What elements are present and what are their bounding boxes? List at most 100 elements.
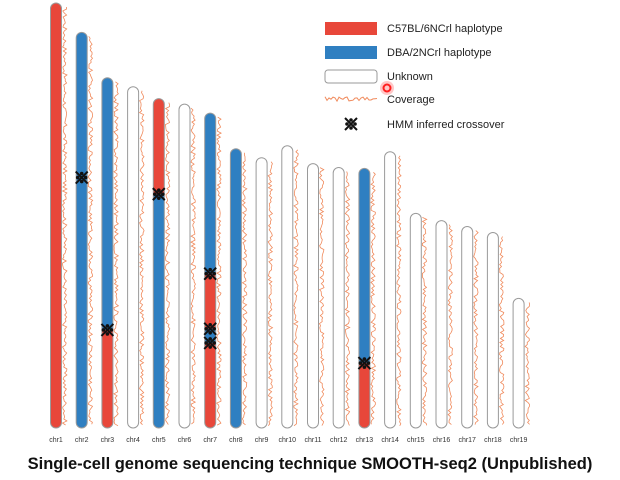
chromosome-outline bbox=[358, 167, 371, 429]
chromosome-outline bbox=[204, 112, 217, 429]
chromosome-outline bbox=[127, 86, 140, 429]
crossover-marker bbox=[357, 356, 372, 371]
chromosome-chr4: chr4 bbox=[126, 86, 145, 444]
legend-item-coverage: Coverage bbox=[324, 94, 435, 106]
chromosome-outline bbox=[307, 163, 319, 429]
legend-item-dba: DBA/2NCrl haplotype bbox=[325, 46, 492, 59]
haplotype-segment-unknown bbox=[487, 232, 499, 428]
chromosome-label: chr4 bbox=[126, 437, 140, 444]
legend-swatch-unknown bbox=[324, 69, 378, 84]
legend-label: Unknown bbox=[387, 71, 433, 83]
legend-label: Coverage bbox=[387, 94, 435, 106]
chromosome-outline bbox=[75, 31, 88, 429]
chromosome-chr3: chr3 bbox=[100, 77, 120, 444]
coverage-trace bbox=[87, 36, 94, 425]
cursor-halo bbox=[380, 81, 394, 95]
chromosome-outline bbox=[409, 212, 422, 429]
chromosome-label: chr5 bbox=[152, 437, 166, 444]
haplotype-segment-unknown bbox=[513, 298, 525, 428]
coverage-trace bbox=[138, 90, 145, 425]
chromosome-label: chr12 bbox=[330, 437, 348, 444]
crossover-marker bbox=[203, 335, 218, 350]
coverage-trace bbox=[498, 236, 505, 425]
chromosome-outline bbox=[229, 148, 242, 429]
cursor-dot bbox=[382, 83, 392, 93]
figure-caption: Single-cell genome sequencing technique … bbox=[27, 455, 593, 473]
chromosome-chr11: chr11 bbox=[305, 163, 325, 444]
legend-swatch-coverage bbox=[324, 96, 378, 103]
haplotype-segment-dba bbox=[76, 32, 88, 428]
legend-label: HMM inferred crossover bbox=[387, 119, 505, 131]
chromosome-outline bbox=[178, 103, 191, 429]
chromosome-outline bbox=[281, 145, 294, 429]
coverage-trace bbox=[61, 6, 68, 426]
chromosome-chr10: chr10 bbox=[279, 145, 299, 444]
haplotype-segment-unknown bbox=[307, 163, 319, 428]
haplotype-segment-unknown bbox=[127, 86, 139, 428]
chromosome-label: chr13 bbox=[356, 437, 374, 444]
chromosome-outline bbox=[512, 297, 525, 429]
chromosome-outline bbox=[255, 157, 268, 429]
haplotype-segment-dba bbox=[230, 148, 242, 428]
coverage-trace bbox=[164, 102, 171, 425]
haplotype-segment-unknown bbox=[384, 151, 396, 428]
crossover-marker bbox=[100, 322, 115, 337]
chromosome-label: chr10 bbox=[279, 437, 297, 444]
chromosome-label: chr6 bbox=[178, 437, 192, 444]
chromosome-label: chr3 bbox=[101, 437, 115, 444]
chromosome-chr13: chr13 bbox=[356, 167, 377, 444]
chromosome-chr6: chr6 bbox=[178, 103, 197, 444]
chromosome-label: chr18 bbox=[484, 437, 502, 444]
legend-swatch-c57 bbox=[325, 22, 377, 35]
haplotype-segment-c57 bbox=[204, 342, 216, 428]
chromosome-chr17: chr17 bbox=[458, 226, 479, 444]
haplotype-segment-unknown bbox=[179, 104, 190, 429]
chromosome-label: chr14 bbox=[381, 437, 399, 444]
legend-item-crossover: HMM inferred crossover bbox=[344, 117, 505, 131]
haplotype-segment-unknown bbox=[333, 167, 345, 428]
coverage-trace bbox=[190, 107, 197, 425]
chromosome-chr12: chr12 bbox=[330, 166, 351, 444]
chromosome-outline bbox=[435, 220, 448, 429]
chromosome-chr18: chr18 bbox=[484, 232, 505, 444]
chromosome-label: chr16 bbox=[433, 437, 451, 444]
haplotype-segment-unknown bbox=[256, 157, 268, 428]
chromosome-outline bbox=[152, 98, 165, 429]
chromosome-chr15: chr15 bbox=[407, 212, 428, 444]
chromosome-label: chr15 bbox=[407, 437, 425, 444]
haplotype-segment-dba bbox=[153, 194, 165, 428]
chromosome-label: chr7 bbox=[203, 437, 217, 444]
crossover-marker bbox=[203, 266, 218, 281]
crossover-marker bbox=[203, 321, 218, 336]
coverage-trace bbox=[216, 116, 222, 426]
legend-swatch-crossover bbox=[344, 117, 358, 131]
coverage-trace bbox=[396, 155, 402, 426]
legend: C57BL/6NCrl haplotype DBA/2NCrl haplotype… bbox=[324, 22, 505, 131]
legend-item-c57: C57BL/6NCrl haplotype bbox=[325, 22, 503, 35]
haplotype-segment-dba bbox=[358, 168, 370, 364]
coverage-trace bbox=[421, 217, 428, 426]
coverage-trace bbox=[473, 230, 479, 425]
haplotype-segment-unknown bbox=[410, 213, 422, 428]
chromosome-label: chr17 bbox=[458, 437, 476, 444]
chromosome-chr2: chr2 bbox=[74, 31, 94, 444]
chromosome-outline bbox=[101, 77, 114, 429]
chromosome-chr5: chr5 bbox=[151, 98, 171, 444]
coverage-trace bbox=[241, 152, 248, 426]
haplotype-segment-unknown bbox=[436, 220, 447, 428]
chromosome-label: chr2 bbox=[75, 437, 89, 444]
chromosome-outline bbox=[486, 232, 499, 429]
coverage-trace bbox=[318, 167, 325, 426]
crossover-marker bbox=[74, 170, 89, 185]
coverage-trace bbox=[113, 81, 120, 427]
coverage-trace bbox=[292, 149, 299, 427]
chromosome-outline bbox=[384, 151, 397, 429]
chromosome-label: chr9 bbox=[255, 437, 269, 444]
chromosome-outline bbox=[461, 226, 474, 429]
haplotype-segment-c57 bbox=[50, 3, 62, 428]
haplotype-segment-c57 bbox=[153, 98, 165, 195]
chromosome-outline bbox=[332, 166, 345, 429]
chromosome-label: chr8 bbox=[229, 437, 243, 444]
legend-label: DBA/2NCrl haplotype bbox=[387, 47, 492, 59]
